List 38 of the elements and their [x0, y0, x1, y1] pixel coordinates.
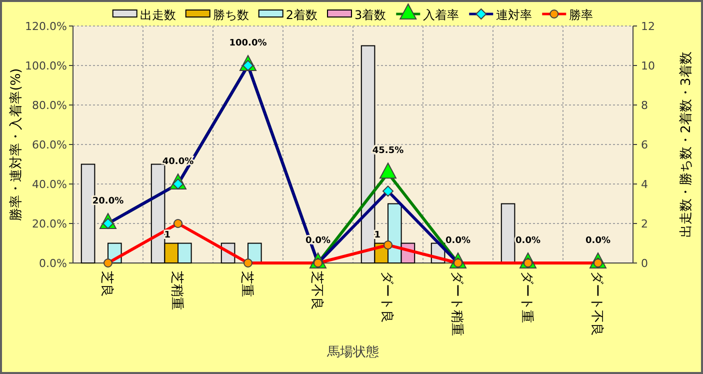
- data-label: 100.0%: [229, 38, 267, 48]
- legend-label: 連対率: [496, 8, 532, 22]
- x-tick-label: 芝不良: [309, 271, 324, 310]
- y-tick-label: 40.0%: [32, 178, 67, 191]
- data-label: 0.0%: [516, 236, 540, 246]
- x-tick-label: ダート重: [519, 271, 534, 323]
- y2-tick-label: 10: [641, 60, 655, 72]
- y-tick-label: 0.0%: [39, 257, 67, 270]
- legend-label: 2着数: [286, 8, 318, 22]
- y2-tick-label: 0: [641, 257, 648, 270]
- legend-label: 出走数: [140, 8, 176, 22]
- data-label: 0.0%: [446, 236, 470, 246]
- x-tick-label: 芝稍重: [169, 271, 184, 310]
- legend-label: 勝ち数: [212, 8, 249, 22]
- legend-label: 3着数: [354, 8, 386, 22]
- y2-tick-label: 8: [641, 99, 648, 112]
- legend-label: 勝率: [569, 8, 594, 22]
- y2-tick-label: 12: [641, 20, 655, 33]
- x-tick-label: ダート稍重: [449, 271, 464, 336]
- y-axis-title: 勝率・連対率・入着率(%): [8, 68, 24, 221]
- y-tick-label: 120.0%: [25, 20, 67, 33]
- x-tick-label: ダート良: [379, 271, 394, 323]
- y2-tick-label: 6: [641, 138, 648, 152]
- x-tick-label: 芝重: [239, 271, 254, 297]
- x-tick-label: ダート不良: [589, 271, 604, 336]
- x-tick-label: 芝良: [99, 271, 114, 297]
- y-tick-label: 100.0%: [25, 60, 67, 72]
- y2-axis-title: 出走数・勝ち数・2着数・3着数: [678, 52, 694, 238]
- y-tick-label: 20.0%: [32, 218, 67, 230]
- y-tick-label: 80.0%: [32, 99, 67, 112]
- data-label: 0.0%: [586, 236, 610, 246]
- y2-tick-label: 4: [641, 178, 648, 191]
- legend-label: 入着率: [423, 8, 460, 22]
- data-label: 1: [164, 230, 170, 240]
- y2-tick-label: 2: [641, 218, 648, 230]
- y-tick-label: 60.0%: [32, 138, 67, 152]
- data-label: 1: [374, 230, 380, 240]
- x-axis-title: 馬場状態: [326, 345, 379, 360]
